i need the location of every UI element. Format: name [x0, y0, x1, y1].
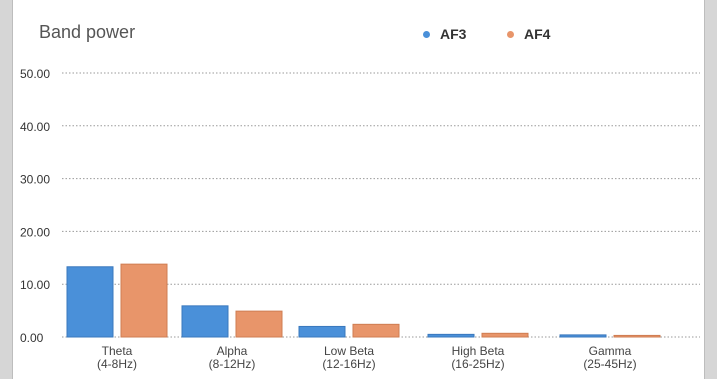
- x-tick-label: (25-45Hz): [583, 357, 636, 371]
- bar-af3-5: [559, 334, 607, 338]
- x-tick-label: High Beta: [452, 344, 505, 358]
- bar-af3-1: [66, 266, 114, 338]
- y-tick-label: 50.00: [20, 67, 50, 81]
- x-tick-label: (16-25Hz): [451, 357, 504, 371]
- y-tick-label: 0.00: [20, 331, 44, 345]
- legend-item-af3: AF3: [423, 26, 466, 42]
- bar-af4-3: [352, 323, 400, 338]
- y-tick-label: 20.00: [20, 225, 50, 239]
- x-tick-label: (12-16Hz): [322, 357, 375, 371]
- x-tick-label: Low Beta: [324, 344, 374, 358]
- y-tick-label: 40.00: [20, 120, 50, 134]
- x-tick-label: (4-8Hz): [97, 357, 137, 371]
- legend-marker-af4: [507, 30, 514, 38]
- x-tick-label: Theta: [102, 344, 133, 358]
- bar-af3-3: [298, 325, 346, 338]
- chart-panel: Band power AF3 AF4: [12, 0, 705, 379]
- x-tick-label: Gamma: [589, 344, 632, 358]
- bar-af3-4: [427, 333, 475, 338]
- x-tick-label: (8-12Hz): [209, 357, 256, 371]
- legend-item-af4: AF4: [507, 26, 550, 42]
- x-tick-label: Alpha: [217, 344, 248, 358]
- y-tick-label: 30.00: [20, 173, 50, 187]
- legend-marker-af3: [423, 30, 430, 38]
- bar-af4-2: [235, 310, 283, 338]
- chart-title: Band power: [39, 22, 136, 42]
- legend-label-af3: AF3: [440, 26, 467, 42]
- legend-label-af4: AF4: [524, 26, 551, 42]
- y-tick-label: 10.00: [20, 278, 50, 292]
- bar-af4-4: [481, 332, 529, 338]
- bar-af3-2: [181, 305, 229, 338]
- bar-af4-5: [613, 334, 661, 338]
- bar-af4-1: [120, 263, 168, 338]
